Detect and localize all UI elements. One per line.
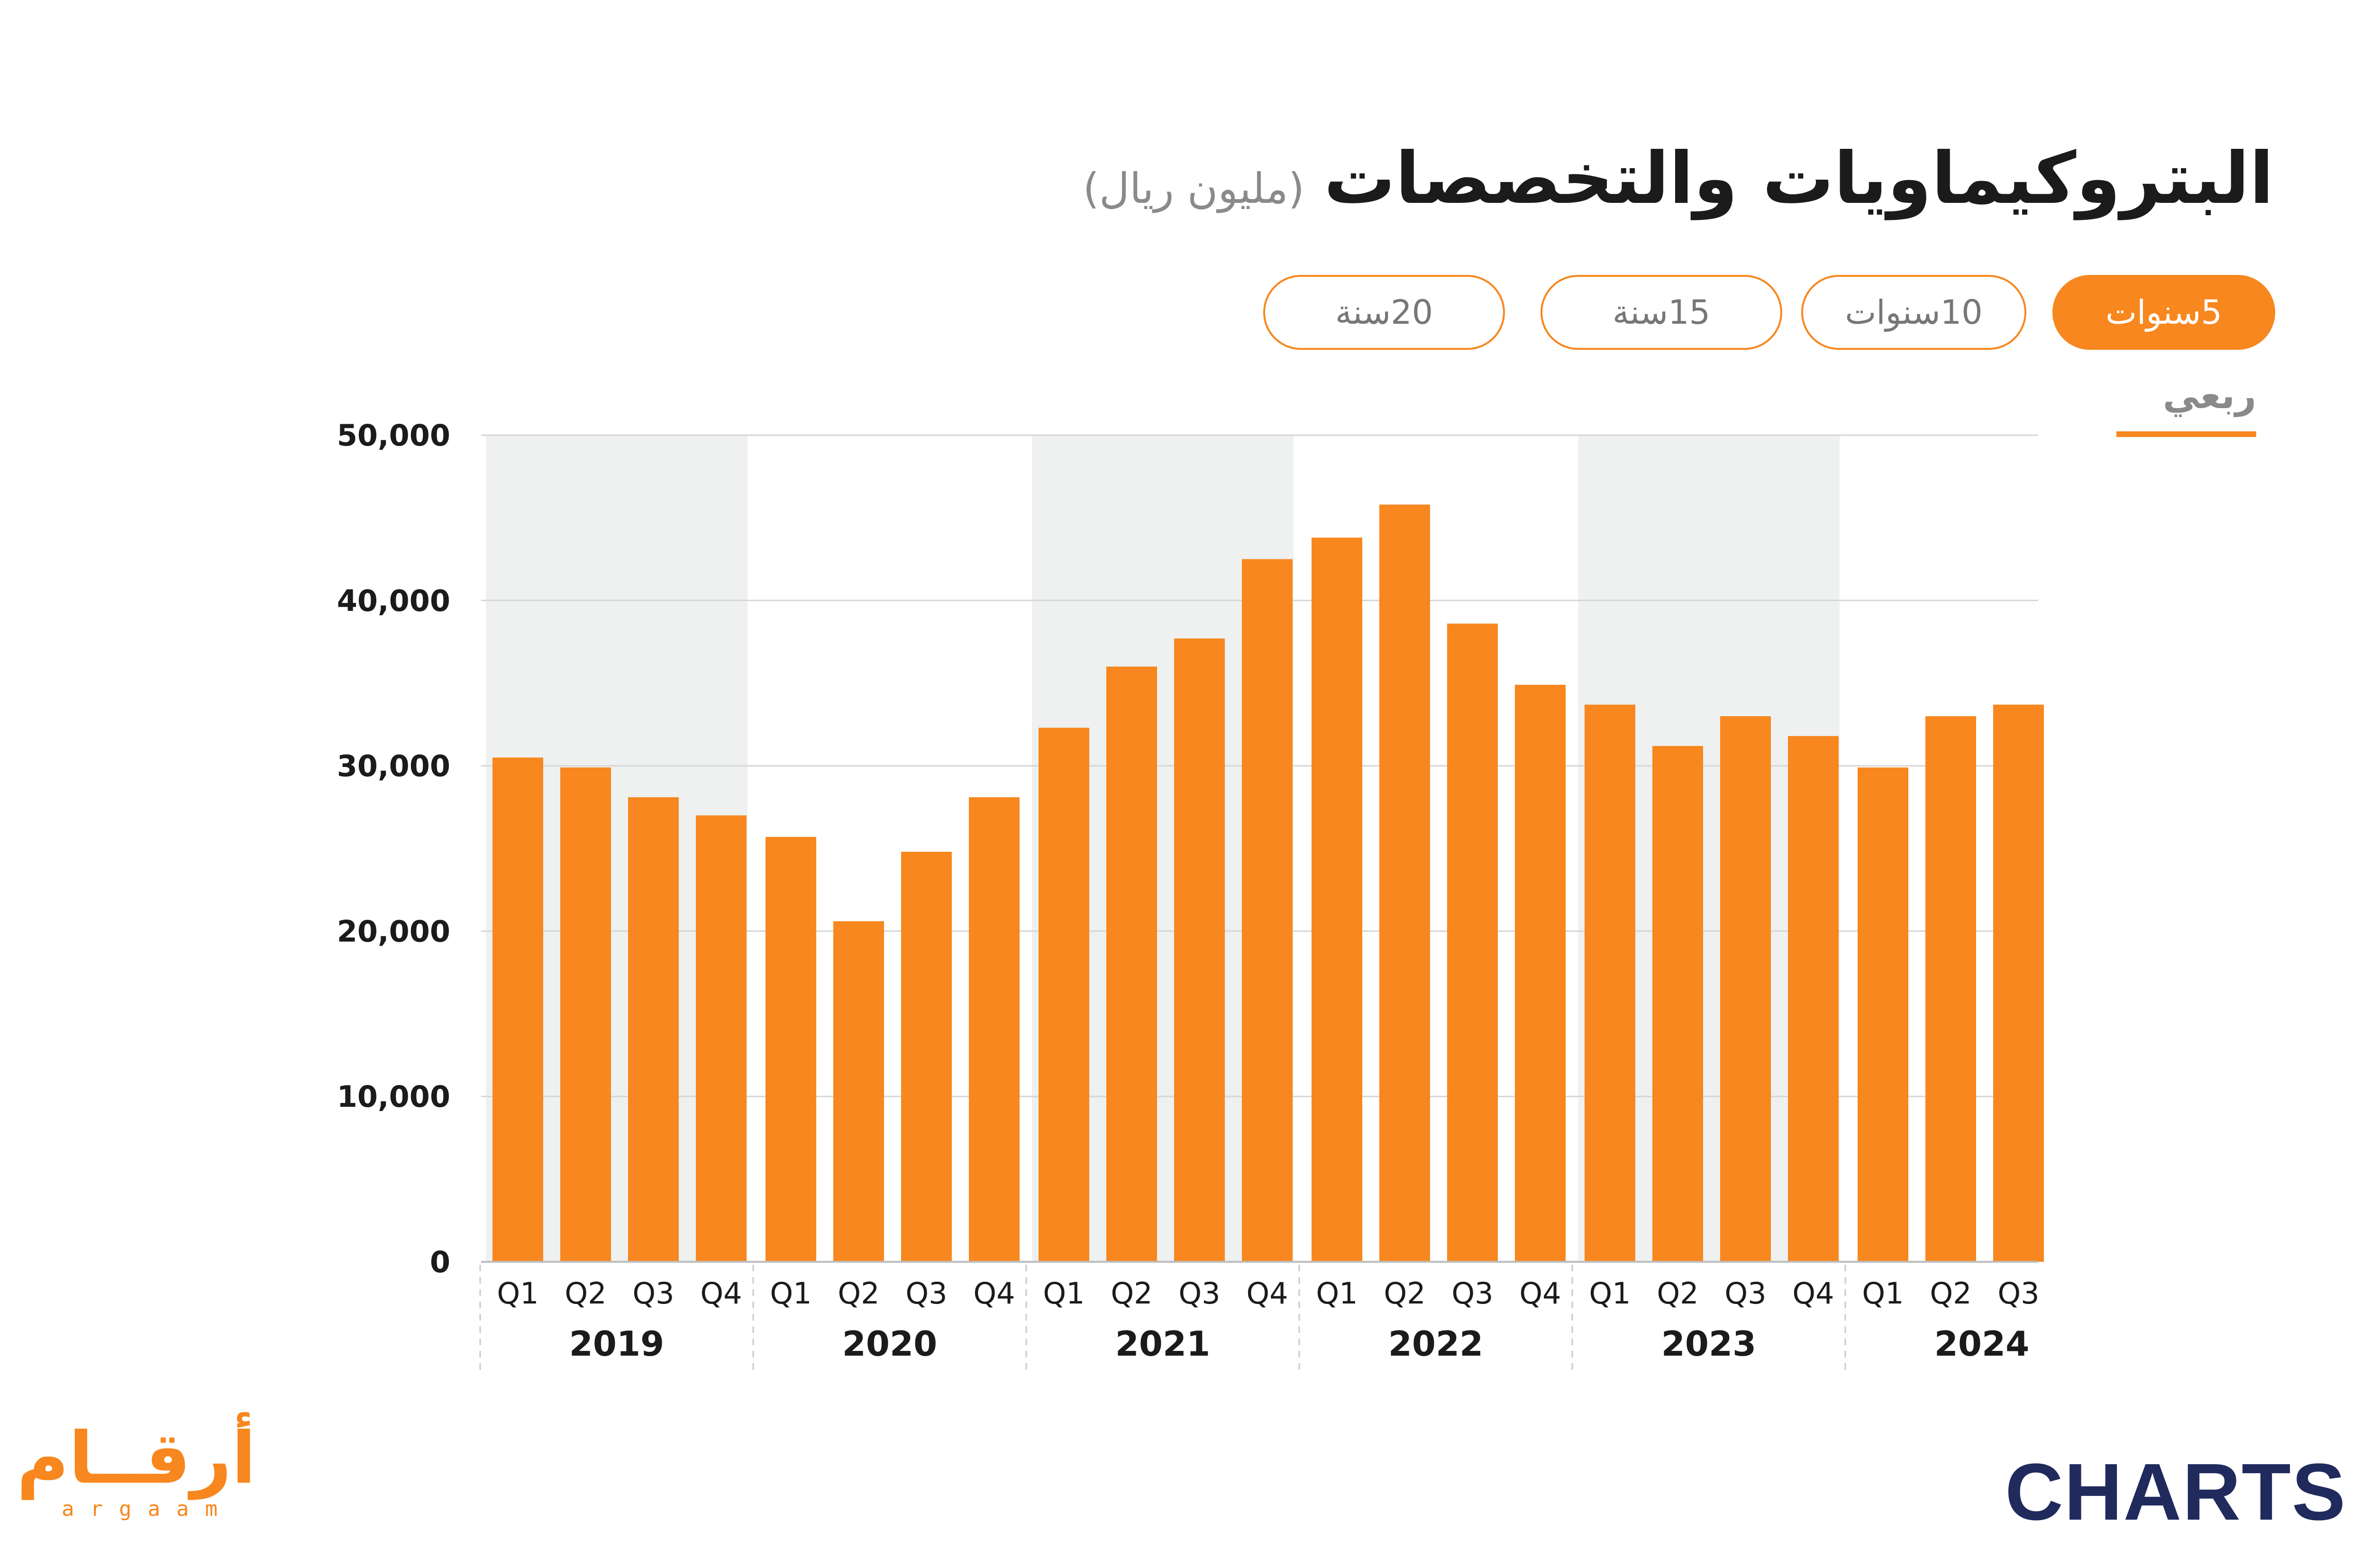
bar [1925,716,1976,1262]
bar [766,837,816,1262]
range-button-20-years[interactable]: 20سنة [1263,275,1505,350]
year-label: 2021 [1115,1324,1210,1364]
bar [1174,638,1225,1262]
year-label: 2022 [1388,1324,1483,1364]
argaam-logo-arabic: أرقــام [17,1417,258,1500]
range-button-label: 10سنوات [1845,293,1983,332]
range-button-label: 15سنة [1612,293,1711,332]
x-tick-label: Q3 [1451,1276,1493,1311]
bar [492,757,543,1262]
bar [1993,704,2044,1262]
charts-logo: CHARTS [2005,1447,2347,1537]
x-tick-label: Q1 [1589,1276,1631,1311]
bar [1515,684,1566,1262]
x-tick-label: Q1 [497,1276,538,1311]
x-tick-label: Q2 [1111,1276,1152,1311]
bar [560,767,611,1262]
x-tick-label: Q2 [565,1276,606,1311]
y-tick-label: 0 [430,1245,450,1279]
range-button-label: 5سنوات [2106,293,2222,332]
bar [1312,538,1362,1262]
bar [1379,504,1430,1262]
x-tick-label: Q4 [700,1276,742,1311]
year-label: 2023 [1661,1324,1756,1364]
bar [1585,704,1635,1262]
chart-title-row: البتروكيماويات والتخصصات (مليون ريال) [1083,137,2274,220]
y-tick-label: 50,000 [337,418,450,453]
x-tick-label: Q4 [973,1276,1015,1311]
bar [696,815,747,1262]
period-tab-quarterly[interactable]: ربعي [2162,374,2256,417]
y-tick-label: 10,000 [337,1079,450,1114]
bar [969,797,1020,1262]
range-button-5-years[interactable]: 5سنوات [2052,275,2275,350]
year-label: 2020 [842,1324,937,1364]
bar [1858,767,1908,1262]
argaam-logo: أرقــام argaam [17,1417,258,1522]
bar [1242,559,1293,1262]
x-tick-label: Q4 [1519,1276,1561,1311]
x-tick-label: Q4 [1792,1276,1834,1311]
x-tick-label: Q1 [1043,1276,1085,1311]
bar [1788,736,1839,1262]
x-tick-label: Q3 [632,1276,674,1311]
bar [1447,623,1498,1262]
x-tick-label: Q3 [1724,1276,1766,1311]
argaam-logo-latin: argaam [62,1497,234,1521]
bar [1652,746,1703,1262]
range-button-10-years[interactable]: 10سنوات [1801,275,2026,350]
bar [901,851,952,1262]
bar [1039,728,1089,1262]
y-tick-label: 20,000 [337,914,450,948]
x-tick-label: Q1 [770,1276,811,1311]
x-tick-label: Q3 [1997,1276,2039,1311]
chart-unit: (مليون ريال) [1083,164,1304,213]
range-button-label: 20سنة [1335,293,1433,332]
y-tick-label: 30,000 [337,749,450,784]
period-tab-underline [2116,431,2256,437]
x-tick-label: Q1 [1316,1276,1358,1311]
x-tick-label: Q3 [1178,1276,1220,1311]
x-tick-label: Q2 [838,1276,879,1311]
bar [1106,666,1157,1262]
year-label: 2019 [569,1324,664,1364]
chart-title: البتروكيماويات والتخصصات [1324,137,2274,220]
y-tick-label: 40,000 [337,583,450,618]
x-tick-label: Q4 [1246,1276,1288,1311]
x-tick-label: Q3 [905,1276,947,1311]
year-label: 2024 [1934,1324,2029,1364]
x-tick-label: Q2 [1657,1276,1698,1311]
x-tick-label: Q1 [1862,1276,1904,1311]
bar [833,921,884,1262]
range-button-15-years[interactable]: 15سنة [1540,275,1782,350]
bar [1720,716,1771,1262]
x-tick-label: Q2 [1930,1276,1971,1311]
x-tick-label: Q2 [1384,1276,1425,1311]
bar [628,797,679,1262]
